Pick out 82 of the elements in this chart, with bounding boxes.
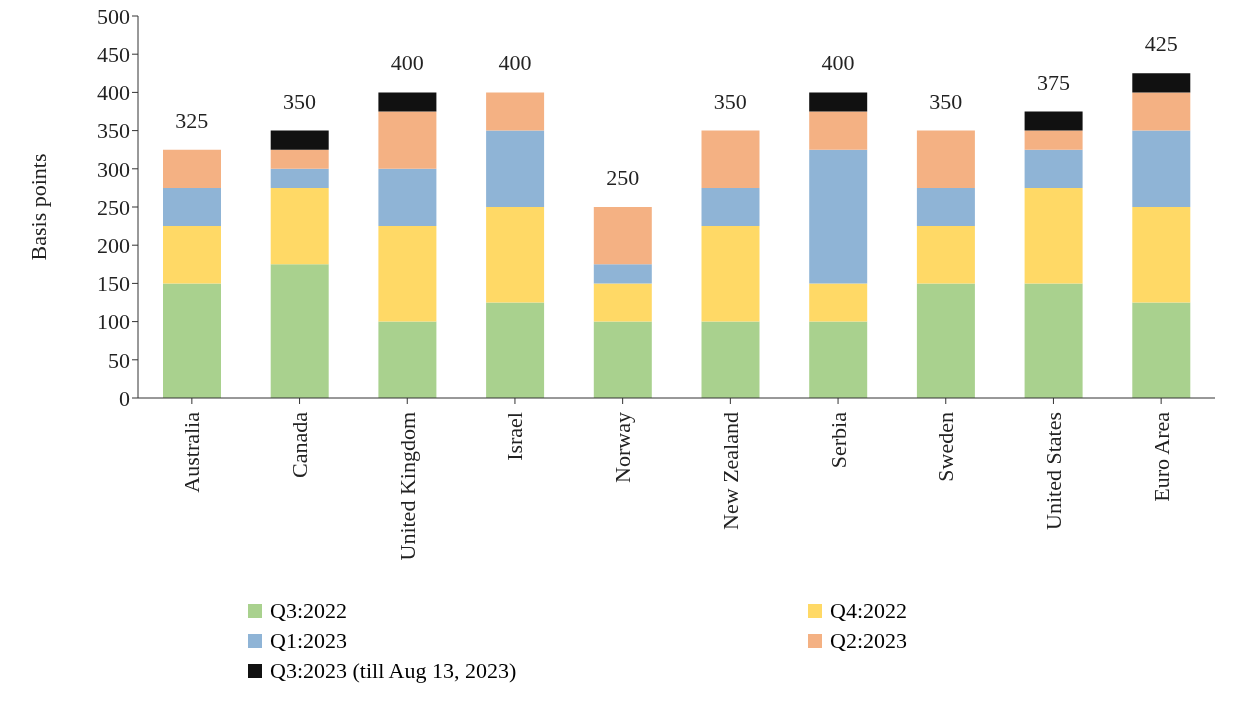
bar: [270, 168, 329, 188]
y-tick-label: 0: [119, 385, 130, 411]
x-tick-label: Norway: [610, 412, 636, 483]
x-tick-label: Israel: [502, 412, 528, 461]
bar: [270, 149, 329, 169]
bar: [1024, 130, 1083, 150]
total-label: 375: [1036, 69, 1070, 95]
x-tick-label: Canada: [287, 411, 313, 478]
bar: [701, 187, 760, 227]
y-tick-label: 100: [97, 309, 130, 335]
bar: [1132, 302, 1191, 398]
bar: [1132, 73, 1191, 93]
total-label: 350: [283, 88, 317, 114]
bar: [1024, 149, 1083, 188]
bar: [378, 111, 437, 169]
bar: [916, 130, 975, 188]
bar: [163, 149, 221, 188]
x-tick-label: Sweden: [933, 412, 959, 482]
bar: [1132, 92, 1191, 131]
x-tick-label: Serbia: [825, 411, 851, 469]
bar: [809, 149, 868, 284]
bar: [593, 321, 652, 398]
bar: [378, 92, 437, 112]
y-tick-label: 250: [97, 194, 130, 220]
total-label: 350: [929, 88, 963, 114]
bar: [809, 92, 868, 112]
bar: [701, 130, 760, 188]
bar: [486, 302, 545, 398]
bar: [163, 187, 221, 227]
bar: [1024, 111, 1083, 131]
bar: [486, 207, 545, 303]
x-tick-label: Australia: [179, 411, 205, 493]
bar: [270, 130, 329, 150]
legend-label: Q2:2023: [830, 628, 907, 654]
y-axis-title: Basis points: [25, 153, 51, 261]
bar: [916, 283, 975, 398]
bar: [809, 111, 868, 150]
total-label: 325: [175, 107, 209, 133]
bar: [486, 92, 545, 131]
y-tick-label: 500: [97, 3, 130, 29]
x-tick-label: New Zealand: [717, 412, 743, 530]
bar: [916, 187, 975, 227]
bar: [378, 226, 437, 322]
y-tick-label: 350: [97, 118, 130, 144]
bar: [916, 226, 975, 284]
y-tick-label: 200: [97, 233, 130, 259]
bar: [1132, 207, 1191, 303]
bar: [809, 321, 868, 398]
legend-label: Q1:2023: [270, 628, 347, 654]
total-label: 350: [713, 88, 747, 114]
bar: [1024, 187, 1083, 284]
bar: [593, 264, 652, 284]
y-tick-label: 300: [97, 156, 130, 182]
x-tick-label: United Kingdom: [394, 412, 420, 561]
y-tick-label: 450: [97, 42, 130, 68]
bar: [701, 226, 760, 322]
bar: [486, 130, 545, 207]
bar: [163, 226, 221, 284]
bar: [1132, 130, 1191, 207]
y-tick-label: 50: [108, 347, 130, 373]
bar: [593, 207, 652, 265]
bar: [270, 187, 329, 265]
legend-label: Q3:2022: [270, 598, 347, 624]
total-label: 250: [606, 165, 640, 190]
total-label: 400: [821, 50, 855, 76]
total-label: 400: [390, 50, 424, 76]
bar: [1024, 283, 1083, 398]
total-label: 400: [498, 50, 532, 76]
bar: [270, 264, 329, 398]
x-tick-label: United States: [1040, 412, 1066, 530]
bar: [378, 168, 437, 227]
bar: [809, 283, 868, 322]
bar: [163, 283, 221, 398]
bar: [378, 321, 437, 398]
y-tick-label: 400: [97, 80, 130, 106]
legend-label: Q3:2023 (till Aug 13, 2023): [270, 658, 517, 684]
total-label: 425: [1144, 31, 1178, 57]
bar: [701, 321, 760, 398]
x-tick-label: Euro Area: [1148, 411, 1174, 502]
bar: [593, 283, 652, 322]
y-tick-label: 150: [97, 271, 130, 297]
legend-label: Q4:2022: [830, 598, 907, 624]
